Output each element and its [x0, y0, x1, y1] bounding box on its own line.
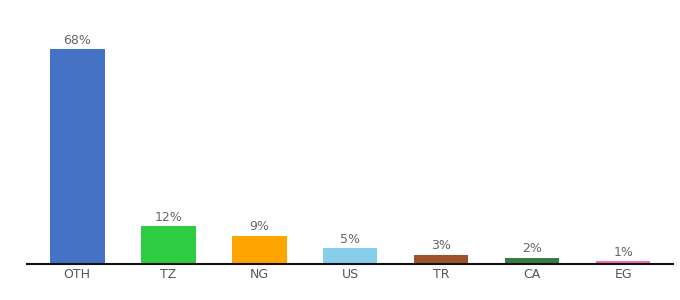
Bar — [596, 261, 651, 264]
Bar — [232, 236, 286, 264]
Bar — [50, 49, 105, 264]
Text: 5%: 5% — [340, 233, 360, 246]
Text: 3%: 3% — [431, 239, 451, 252]
Text: 1%: 1% — [613, 246, 633, 259]
Text: 68%: 68% — [63, 34, 91, 47]
Text: 2%: 2% — [522, 242, 542, 256]
Bar — [323, 248, 377, 264]
Text: 9%: 9% — [250, 220, 269, 233]
Bar — [505, 258, 560, 264]
Text: 12%: 12% — [154, 211, 182, 224]
Bar — [141, 226, 196, 264]
Bar — [414, 254, 469, 264]
